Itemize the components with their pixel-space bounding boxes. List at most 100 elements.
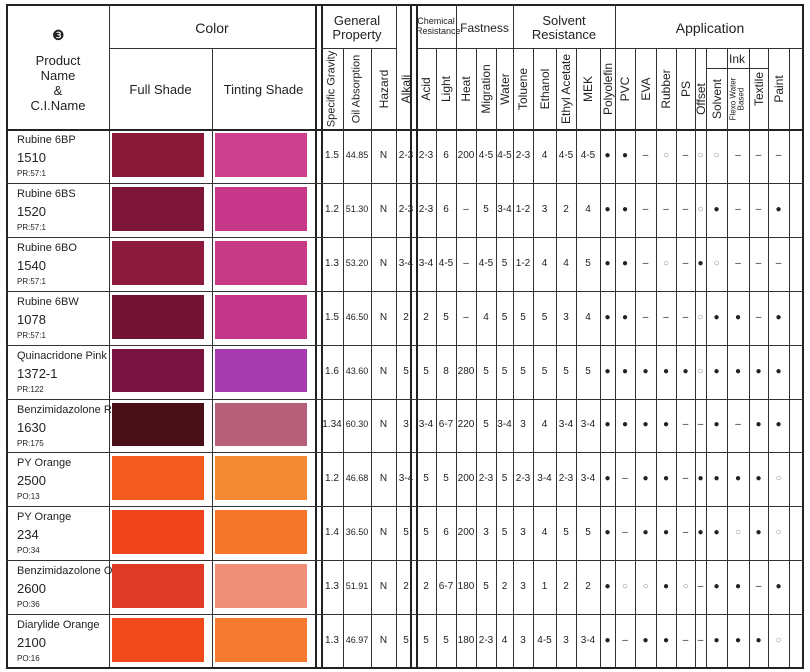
property-value: 1.2	[325, 473, 339, 485]
property-value: 2-3	[515, 473, 531, 485]
column-header: Solvent	[709, 78, 724, 120]
column-header: EVA	[638, 77, 653, 101]
tinting-shade-swatch	[215, 402, 307, 447]
property-value: 200	[457, 527, 475, 539]
application-suitability: ●	[642, 635, 649, 647]
property-value: 46.50	[345, 311, 369, 322]
product-name: Benzimidazolone Orange	[17, 565, 141, 578]
property-value: 46.97	[345, 635, 369, 646]
product-code: 234	[17, 527, 39, 543]
product-header-line: C.I.Name	[30, 97, 86, 113]
application-suitability: –	[682, 311, 689, 323]
grid-line	[635, 48, 636, 668]
property-value: 5	[501, 365, 508, 377]
application-suitability: –	[642, 149, 649, 161]
property-value: 1.3	[325, 581, 339, 593]
property-value: 2-3	[418, 203, 434, 215]
application-suitability: –	[642, 311, 649, 323]
column-header: Textile	[751, 71, 766, 107]
application-suitability: –	[735, 419, 741, 431]
property-value: 2	[423, 581, 429, 593]
application-suitability: ●	[713, 635, 720, 647]
application-suitability: –	[755, 203, 762, 215]
application-suitability: ●	[755, 527, 762, 539]
application-suitability: ●	[604, 527, 611, 539]
application-suitability: –	[735, 203, 741, 215]
property-value: 4	[541, 149, 548, 161]
property-value: 280	[457, 365, 475, 377]
property-value: 5	[501, 257, 508, 269]
application-suitability: –	[663, 311, 669, 323]
application-suitability: –	[622, 473, 628, 485]
property-value: 8	[443, 365, 449, 377]
grid-line	[416, 4, 418, 668]
property-value: 2	[403, 581, 409, 593]
grid-line	[6, 4, 804, 6]
product-header-line: &	[53, 82, 63, 98]
application-suitability: ●	[734, 473, 742, 485]
property-value: 6	[443, 203, 449, 215]
application-suitability: –	[755, 581, 762, 593]
application-suitability: –	[682, 257, 689, 269]
application-suitability: ○	[682, 581, 689, 593]
column-header: Migration	[479, 64, 493, 114]
property-value: 5	[483, 419, 489, 431]
application-suitability: –	[735, 149, 741, 161]
grid-line	[396, 4, 397, 668]
grid-line	[436, 48, 437, 668]
full-shade-swatch	[112, 402, 204, 447]
property-value: 3-4	[580, 473, 596, 485]
property-value: 200	[457, 473, 475, 485]
product-name: Rubine 6BW	[17, 295, 79, 308]
application-suitability: ●	[697, 473, 704, 485]
grid-line	[556, 48, 557, 668]
grid-line	[6, 129, 804, 131]
column-header: Specific Gravity	[325, 50, 338, 128]
grid-line	[416, 48, 804, 49]
grid-line	[212, 48, 213, 668]
application-suitability: ●	[642, 473, 649, 485]
application-suitability: ○	[697, 311, 704, 323]
group-header-line: Resistance	[531, 27, 597, 43]
product-name: Rubine 6BS	[17, 187, 76, 200]
application-suitability: ●	[755, 635, 762, 647]
property-value: 5	[423, 473, 429, 485]
application-suitability: –	[735, 257, 741, 269]
column-header: PVC	[618, 76, 632, 102]
property-value: 1.34	[322, 419, 342, 431]
property-value: 60.30	[345, 419, 369, 430]
grid-line	[6, 452, 804, 454]
application-suitability: ○	[775, 473, 782, 485]
application-suitability: ●	[697, 527, 704, 539]
property-value: 2-3	[418, 149, 434, 161]
application-header: Application	[675, 20, 745, 36]
application-suitability: –	[682, 203, 689, 215]
application-suitability: ●	[604, 635, 611, 647]
grid-line	[695, 48, 696, 668]
product-name: PY Orange	[17, 457, 72, 470]
application-suitability: ●	[642, 419, 649, 431]
property-value: 2-3	[398, 149, 414, 161]
column-header: MEK	[581, 75, 595, 103]
application-suitability: ○	[713, 149, 720, 161]
application-suitability: –	[622, 635, 628, 647]
property-value: 1.4	[325, 527, 339, 539]
application-suitability: –	[682, 419, 689, 431]
column-header: Paint	[771, 75, 786, 103]
property-value: 3	[563, 311, 569, 323]
application-suitability: ●	[734, 581, 742, 593]
property-value: 3-4	[580, 419, 596, 431]
property-value: 4	[585, 203, 591, 215]
application-suitability: ●	[604, 473, 611, 485]
application-suitability: ●	[682, 365, 689, 377]
application-suitability: ●	[775, 365, 782, 377]
application-suitability: ●	[642, 365, 649, 377]
application-suitability: ●	[621, 365, 629, 377]
application-suitability: ●	[713, 581, 720, 593]
tinting-shade-swatch	[215, 240, 307, 285]
property-value: 51.30	[345, 203, 369, 214]
property-value: 1	[541, 581, 548, 593]
application-suitability: –	[682, 635, 689, 647]
grid-line	[706, 68, 768, 69]
property-value: 51.91	[345, 581, 369, 592]
